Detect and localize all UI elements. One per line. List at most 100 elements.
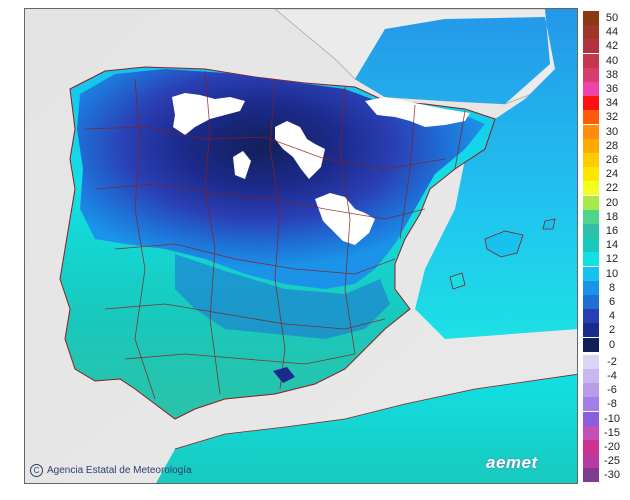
legend-label: 0: [608, 338, 616, 351]
legend-entry: 28: [583, 138, 625, 153]
legend-entry: -15: [583, 425, 625, 440]
legend-entry: 24: [583, 167, 625, 182]
legend-label: 26: [605, 154, 619, 166]
legend-entry: 20: [583, 195, 625, 210]
legend-label: -30: [604, 469, 620, 482]
legend-entry: -20: [583, 440, 625, 454]
legend-label: -15: [604, 426, 620, 439]
legend-entry: 34: [583, 96, 625, 111]
legend-label: 30: [605, 125, 619, 138]
legend-label: 14: [605, 239, 619, 252]
legend-entry: 26: [583, 153, 625, 167]
legend-entry: 6: [583, 295, 625, 309]
legend-entry: 38: [583, 67, 625, 82]
legend-label: 18: [605, 210, 619, 223]
legend-label: 6: [608, 296, 616, 308]
legend-swatch: [583, 425, 599, 440]
legend-label: -25: [604, 455, 620, 468]
legend-label: 34: [605, 97, 619, 110]
legend-label: -20: [604, 441, 620, 453]
legend-entry: 2: [583, 323, 625, 338]
africa-land: [156, 374, 577, 483]
credit: C Agencia Estatal de Meteorología: [30, 464, 192, 477]
legend-label: 10: [605, 267, 619, 280]
legend-label: 20: [605, 196, 619, 209]
legend-swatch: [583, 153, 599, 167]
legend-swatch: [583, 309, 599, 324]
legend-entry: 50: [583, 11, 625, 25]
legend-label: 22: [605, 182, 619, 195]
legend-entry: 4: [583, 309, 625, 324]
legend-label: -8: [607, 398, 617, 411]
legend-entry: 22: [583, 181, 625, 196]
legend-label: 8: [608, 281, 616, 294]
legend-swatch: [583, 82, 599, 96]
legend-label: 28: [605, 139, 619, 152]
legend-swatch: [583, 440, 599, 454]
legend-entry: 14: [583, 238, 625, 253]
legend-entry: 12: [583, 252, 625, 267]
legend-swatch: [583, 181, 599, 196]
legend-label: 42: [605, 40, 619, 53]
legend-entry: -30: [583, 468, 625, 483]
legend-swatch: [583, 468, 599, 483]
mediterranean-sea-ne: [355, 9, 577, 339]
temperature-legend: 50 44 42 40 38 36 34 32 30 28 26 24 22 20 18 16 14 12 10 8 6…: [583, 11, 628, 491]
legend-swatch: [583, 53, 599, 68]
legend-swatch: [583, 110, 599, 125]
legend-entry: 0: [583, 337, 625, 352]
legend-entry: -8: [583, 397, 625, 412]
credit-text: Agencia Estatal de Meteorología: [47, 465, 192, 476]
legend-swatch: [583, 383, 599, 398]
legend-entry: 36: [583, 82, 625, 96]
legend-entry: -4: [583, 369, 625, 383]
legend-entry: -6: [583, 383, 625, 398]
legend-label: -10: [604, 412, 620, 425]
province-borders: [84, 70, 466, 400]
legend-entry: 42: [583, 39, 625, 54]
legend-swatch: [583, 124, 599, 139]
legend-entry: -10: [583, 411, 625, 426]
legend-label: 50: [605, 12, 619, 24]
legend-swatch: [583, 323, 599, 338]
legend-swatch: [583, 252, 599, 267]
legend-entry: 18: [583, 209, 625, 224]
legend-label: 16: [605, 225, 619, 237]
legend-entry: 44: [583, 25, 625, 40]
legend-swatch: [583, 397, 599, 412]
legend-entry: 40: [583, 53, 625, 68]
legend-swatch: [583, 167, 599, 182]
southern-band: [175, 254, 390, 339]
legend-swatch: [583, 369, 599, 383]
legend-swatch: [583, 295, 599, 309]
legend-label: 24: [605, 168, 619, 181]
legend-label: 2: [608, 324, 616, 337]
legend-swatch: [583, 238, 599, 253]
legend-label: -4: [607, 370, 617, 382]
legend-swatch: [583, 25, 599, 40]
legend-entry: -2: [583, 354, 625, 369]
legend-label: 36: [605, 83, 619, 95]
legend-label: 4: [608, 310, 616, 323]
legend-swatch: [583, 138, 599, 153]
legend-swatch: [583, 337, 599, 352]
legend-entry: 30: [583, 124, 625, 139]
legend-swatch: [583, 454, 599, 469]
legend-label: -6: [607, 384, 617, 397]
legend-label: 40: [605, 54, 619, 67]
temperature-map: [24, 8, 578, 484]
legend-entry: 8: [583, 280, 625, 295]
legend-entry: -25: [583, 454, 625, 469]
legend-swatch: [583, 67, 599, 82]
legend-swatch: [583, 195, 599, 210]
legend-swatch: [583, 354, 599, 369]
aemet-logo: aemet: [486, 453, 538, 472]
balearic-islands: [484, 230, 524, 258]
legend-entry: 32: [583, 110, 625, 125]
legend-swatch: [583, 39, 599, 54]
legend-swatch: [583, 209, 599, 224]
legend-swatch: [583, 266, 599, 281]
legend-label: 44: [605, 26, 619, 39]
legend-entry: 10: [583, 266, 625, 281]
africa-coast: [174, 373, 577, 450]
